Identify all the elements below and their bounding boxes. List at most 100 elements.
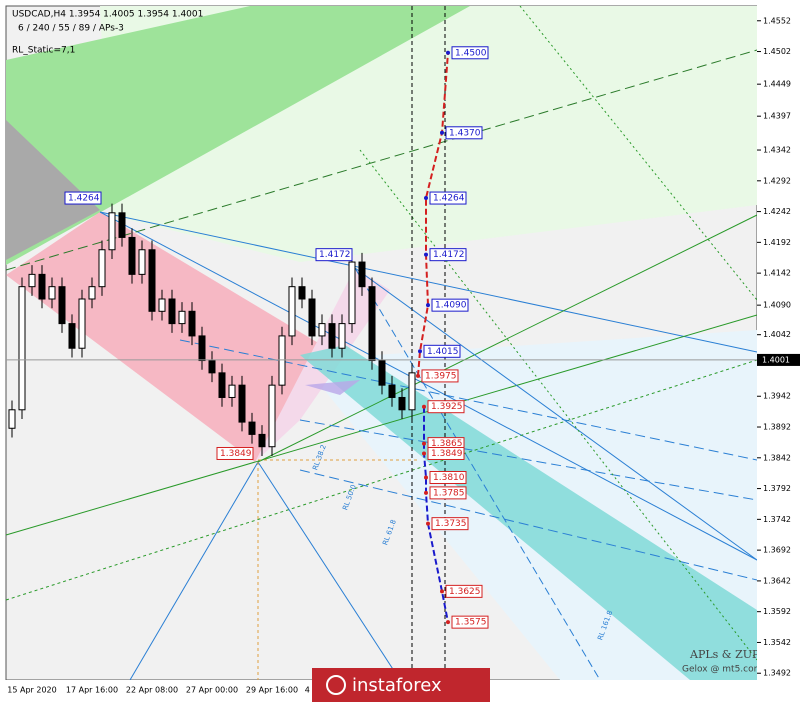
symbol-line: USDCAD,H4 1.3954 1.4005 1.3954 1.4001 (12, 10, 203, 20)
x-tick-label: 22 Apr 08:00 (126, 686, 178, 695)
y-tick-label: 1.4242 (763, 207, 791, 216)
candle-body (138, 249, 146, 275)
level-label: 1.3785 (433, 488, 465, 498)
candle-body (368, 286, 376, 362)
level-marker (446, 50, 450, 55)
candle-body (198, 335, 206, 362)
candle-body (38, 273, 46, 300)
y-tick-label: 1.3842 (763, 453, 791, 462)
level-label: 1.4090 (435, 301, 467, 311)
level-label: 1.3810 (433, 473, 465, 483)
price-axis (757, 0, 800, 702)
candle-body (8, 409, 16, 429)
level-label: 1.4172 (319, 250, 351, 260)
y-tick-label: 1.3492 (763, 669, 791, 678)
level-label: 1.4015 (427, 347, 459, 357)
credit: APLs & ZUP (689, 648, 760, 661)
candle-body (348, 261, 356, 325)
level-label: 1.4264 (433, 194, 465, 204)
y-tick-label: 1.4397 (763, 112, 791, 121)
logo-icon (326, 675, 346, 695)
candle-body (408, 372, 416, 411)
level-box (429, 470, 467, 484)
trend-line (99, 211, 758, 561)
level-label: 1.4172 (433, 250, 465, 260)
candle-body (228, 384, 236, 398)
fan-line (354, 267, 601, 681)
y-tick-label: 1.4552 (763, 16, 791, 25)
level-box (451, 46, 489, 60)
y-tick-label: 1.3742 (763, 515, 791, 524)
level-box (431, 298, 469, 312)
x-tick-label: 27 Apr 00:00 (186, 686, 238, 695)
level-marker (446, 620, 450, 625)
level-label: 1.4370 (449, 128, 481, 138)
candle-body (98, 249, 106, 288)
candle-body (48, 286, 56, 300)
y-tick-label: 1.4292 (763, 176, 791, 185)
candle-body (218, 372, 226, 398)
candle-body (208, 360, 216, 374)
y-tick-label: 1.3642 (763, 576, 791, 585)
candle-body (338, 323, 346, 349)
trend-line (5, 49, 758, 271)
candle-body (288, 286, 296, 337)
x-tick-label: 17 Apr 16:00 (66, 686, 118, 695)
y-tick-label: 1.4142 (763, 269, 791, 278)
level-marker (422, 441, 426, 446)
candle-body (148, 249, 156, 312)
candle-body (308, 298, 316, 337)
level-marker (416, 373, 420, 378)
level-label: 1.3849 (431, 449, 463, 459)
level-label: 1.3865 (431, 439, 463, 449)
y-tick-label: 1.4502 (763, 47, 791, 56)
candle-body (168, 298, 176, 325)
level-label: 1.3975 (425, 371, 457, 381)
candle-body (378, 360, 386, 386)
level-box (429, 486, 467, 500)
y-tick-label: 1.3542 (763, 638, 791, 647)
candle-body (58, 286, 66, 325)
candle-body (388, 384, 396, 398)
fan-line (129, 461, 259, 681)
level-box (429, 191, 467, 205)
level-box (423, 344, 461, 358)
y-tick-label: 1.4192 (763, 238, 791, 247)
candle-body (358, 261, 366, 288)
candle-body (248, 421, 256, 435)
level-marker (440, 130, 444, 135)
green-channel (6, 6, 470, 265)
level-box (451, 615, 489, 629)
candle-body (108, 212, 116, 251)
candle-body (328, 323, 336, 349)
y-tick-label: 1.4042 (763, 330, 791, 339)
fan-line (299, 419, 758, 501)
indicator-line: 6 / 240 / 55 / 89 / APs-3 (18, 24, 124, 34)
y-tick-label: 1.3892 (763, 423, 791, 432)
candle-body (78, 298, 86, 349)
last-price-label: 1.4001 (762, 355, 790, 364)
candle-body (278, 335, 286, 386)
candle-body (18, 286, 26, 411)
candle-body (178, 310, 186, 325)
y-tick-label: 1.3692 (763, 546, 791, 555)
pink-channel (6, 212, 330, 462)
level-label: 1.3925 (431, 402, 463, 412)
x-tick-label: 15 Apr 2020 (7, 686, 56, 695)
candle-body (128, 236, 136, 275)
y-tick-label: 1.3792 (763, 484, 791, 493)
y-tick-label: 1.3592 (763, 607, 791, 616)
candle-body (188, 310, 196, 337)
level-box (445, 126, 483, 140)
level-box (429, 248, 467, 262)
fan-lines (5, 5, 758, 681)
candle-body (28, 273, 36, 288)
candle-body (258, 433, 266, 448)
gray-zone (6, 120, 100, 260)
fan-line (354, 267, 758, 561)
level-label: 1.3849 (220, 449, 252, 459)
level-marker (426, 303, 430, 308)
level-box (427, 446, 465, 460)
